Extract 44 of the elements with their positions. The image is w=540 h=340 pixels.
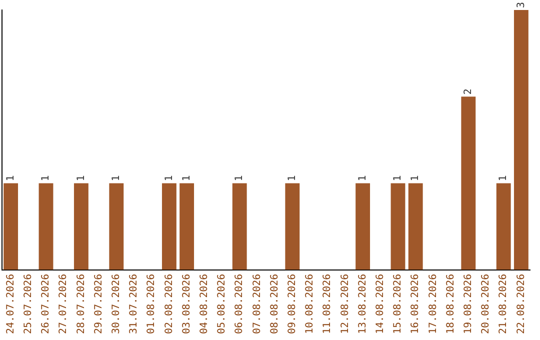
data-label: 1 bbox=[410, 175, 422, 182]
x-tick-label: 25.07.2026 bbox=[22, 274, 34, 334]
x-tick-label: 21.08.2026 bbox=[498, 274, 510, 334]
x-tick-label: 31.07.2026 bbox=[128, 274, 140, 334]
data-label: 3 bbox=[516, 2, 527, 8]
x-tick-label: 28.07.2026 bbox=[76, 274, 87, 334]
data-label: 1 bbox=[40, 175, 52, 182]
x-tick-label: 01.08.2026 bbox=[146, 274, 158, 334]
x-tick-label: 27.07.2026 bbox=[58, 274, 70, 334]
data-label: 2 bbox=[462, 88, 474, 95]
data-label: 1 bbox=[357, 175, 368, 182]
data-label: 1 bbox=[234, 175, 246, 182]
x-tick-label: 29.07.2026 bbox=[93, 274, 104, 334]
data-label: 1 bbox=[392, 175, 404, 182]
data-label: 1 bbox=[181, 175, 192, 182]
x-tick-label: 22.08.2026 bbox=[516, 274, 527, 334]
x-tick-label: 15.08.2026 bbox=[392, 274, 404, 334]
x-tick-label: 12.08.2026 bbox=[340, 274, 351, 334]
data-label: 1 bbox=[498, 175, 510, 182]
x-tick-label: 26.07.2026 bbox=[40, 274, 52, 334]
x-tick-label: 19.08.2026 bbox=[462, 274, 474, 334]
data-label: 1 bbox=[286, 175, 298, 182]
data-label: 1 bbox=[110, 175, 122, 182]
x-tick-label: 07.08.2026 bbox=[252, 274, 263, 334]
data-label: 1 bbox=[164, 175, 175, 182]
x-tick-label: 06.08.2026 bbox=[234, 274, 246, 334]
x-tick-label: 20.08.2026 bbox=[480, 274, 492, 334]
data-label: 1 bbox=[5, 175, 16, 182]
x-tick-label: 18.08.2026 bbox=[445, 274, 456, 334]
x-tick-label: 04.08.2026 bbox=[198, 274, 210, 334]
x-tick-label: 16.08.2026 bbox=[410, 274, 422, 334]
x-tick-label: 17.08.2026 bbox=[428, 274, 439, 334]
x-tick-label: 05.08.2026 bbox=[216, 274, 228, 334]
x-tick-label: 14.08.2026 bbox=[374, 274, 386, 334]
x-tick-label: 24.07.2026 bbox=[5, 274, 16, 334]
x-tick-label: 09.08.2026 bbox=[286, 274, 298, 334]
data-label: 1 bbox=[76, 175, 87, 182]
x-tick-label: 11.08.2026 bbox=[322, 274, 334, 334]
x-tick-label: 03.08.2026 bbox=[181, 274, 192, 334]
x-tick-label: 02.08.2026 bbox=[164, 274, 175, 334]
x-tick-label: 30.07.2026 bbox=[110, 274, 122, 334]
x-tick-label: 10.08.2026 bbox=[304, 274, 316, 334]
x-tick-label: 13.08.2026 bbox=[357, 274, 368, 334]
x-tick-label: 08.08.2026 bbox=[269, 274, 280, 334]
